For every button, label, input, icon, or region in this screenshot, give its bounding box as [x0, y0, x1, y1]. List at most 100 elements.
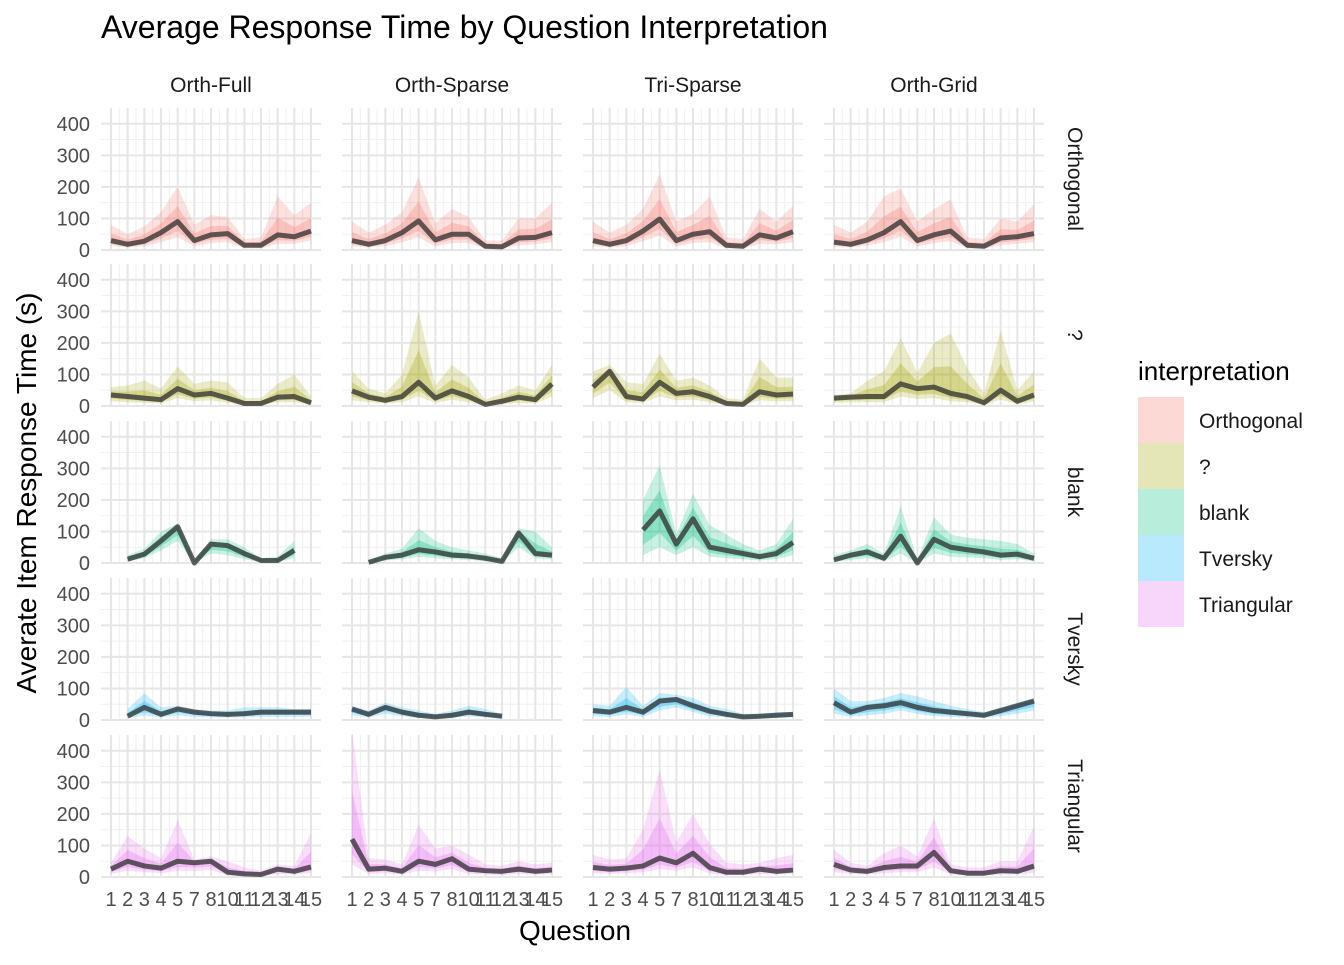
- legend: interpretation Orthogonal? blank Tversky Tr…: [1138, 356, 1303, 627]
- inner-band: [352, 350, 552, 405]
- y-tick-label: 0: [79, 240, 90, 262]
- y-tick-label: 400: [57, 427, 90, 449]
- panels-layer: Orth-Full Orth-Sparse Tri-Sparse Orth-Grid O…: [57, 74, 1086, 911]
- legend-key: [1138, 443, 1184, 489]
- confidence-band: [352, 311, 552, 406]
- confidence-band: [834, 688, 1034, 719]
- x-tick-label: 2: [604, 889, 615, 911]
- x-tick-label: 15: [300, 889, 322, 911]
- mean-line: [833, 533, 1035, 566]
- mean-line: [349, 837, 553, 874]
- x-tick-label: 10: [458, 889, 480, 911]
- panel-3-2: [583, 578, 803, 721]
- x-tick-label: 12: [732, 889, 754, 911]
- mean-line: [110, 386, 312, 406]
- panel-2-1: [342, 421, 562, 564]
- y-tick-label: 400: [57, 114, 90, 136]
- y-tick-label: 200: [57, 647, 90, 669]
- confidence-band: [352, 731, 552, 876]
- panel-3-3: [824, 578, 1044, 721]
- y-tick-label: 300: [57, 301, 90, 323]
- confidence-band: [834, 330, 1034, 405]
- x-tick-label: 13: [267, 889, 289, 911]
- x-tick-label: 7: [430, 889, 441, 911]
- x-tick-label: 14: [283, 889, 305, 911]
- y-tick-label: 300: [57, 458, 90, 480]
- x-tick-label: 1: [346, 889, 357, 911]
- mean-line: [110, 219, 312, 248]
- y-axis-title: Averate Item Response Time (s): [11, 293, 42, 694]
- panel-0-2: [583, 108, 803, 251]
- y-tick-label: 300: [57, 772, 90, 794]
- legend-title: interpretation: [1138, 356, 1290, 386]
- legend-label: Triangular: [1199, 594, 1293, 617]
- facet-column-label: Orth-Full: [170, 74, 252, 97]
- legend-label: Orthogonal: [1199, 410, 1303, 433]
- x-tick-label: 8: [687, 889, 698, 911]
- x-tick-label: 15: [782, 889, 804, 911]
- x-tick-label: 12: [250, 889, 272, 911]
- x-tick-label: 12: [491, 889, 513, 911]
- panel-4-3: [824, 735, 1044, 878]
- x-tick-label: 11: [234, 889, 255, 911]
- x-tick-label: 14: [765, 889, 787, 911]
- panel-1-3: [824, 264, 1044, 407]
- mean-line: [351, 379, 554, 407]
- mean-line: [351, 218, 553, 250]
- y-tick-label: 200: [57, 490, 90, 512]
- x-tick-label: 7: [671, 889, 682, 911]
- y-tick-label: 400: [57, 584, 90, 606]
- inner-band: [834, 696, 1034, 717]
- panel-4-1: [342, 735, 562, 878]
- facet-column-label: Tri-Sparse: [644, 74, 741, 97]
- mean-line: [126, 704, 311, 719]
- x-tick-label: 13: [508, 889, 530, 911]
- mean-line: [832, 698, 1035, 718]
- y-tick-label: 300: [57, 615, 90, 637]
- x-tick-label: 3: [139, 889, 150, 911]
- confidence-band: [834, 818, 1034, 876]
- panel-4-2: [583, 735, 803, 878]
- x-tick-label: 3: [621, 889, 632, 911]
- confidence-band: [111, 820, 311, 877]
- legend-label: ?: [1199, 456, 1211, 479]
- legend-key: [1138, 489, 1184, 535]
- x-tick-label: 15: [541, 889, 563, 911]
- mean-line: [833, 381, 1035, 406]
- facet-row-label: Triangular: [1063, 759, 1086, 853]
- facet-column-label: Orth-Grid: [890, 74, 978, 97]
- x-tick-label: 10: [699, 889, 721, 911]
- x-tick-label: 11: [716, 889, 737, 911]
- legend-label: Tversky: [1199, 548, 1273, 571]
- inner-band: [352, 201, 552, 248]
- inner-band: [111, 205, 311, 248]
- y-tick-label: 300: [57, 145, 90, 167]
- y-tick-label: 0: [79, 396, 90, 418]
- mean-line: [351, 704, 503, 720]
- mean-line: [592, 850, 794, 875]
- x-tick-label: 10: [940, 889, 962, 911]
- y-tick-label: 200: [57, 804, 90, 826]
- x-tick-label: 1: [587, 889, 598, 911]
- y-tick-label: 100: [57, 364, 90, 386]
- mean-line: [126, 524, 296, 566]
- y-tick-label: 200: [57, 177, 90, 199]
- mean-line: [109, 858, 312, 877]
- facet-row-label: blank: [1063, 467, 1086, 518]
- x-tick-label: 15: [1023, 889, 1045, 911]
- y-tick-label: 400: [57, 741, 90, 763]
- x-tick-label: 2: [363, 889, 374, 911]
- y-tick-label: 200: [57, 333, 90, 355]
- x-tick-label: 8: [205, 889, 216, 911]
- legend-key: [1138, 397, 1184, 443]
- mean-line: [641, 508, 795, 560]
- mean-line: [592, 696, 794, 720]
- panel-1-2: [583, 264, 803, 407]
- x-tick-label: 2: [122, 889, 133, 911]
- mean-line: [833, 219, 1035, 249]
- inner-band: [834, 206, 1034, 248]
- facet-column-label: Orth-Sparse: [395, 74, 509, 97]
- panel-2-3: [824, 421, 1044, 564]
